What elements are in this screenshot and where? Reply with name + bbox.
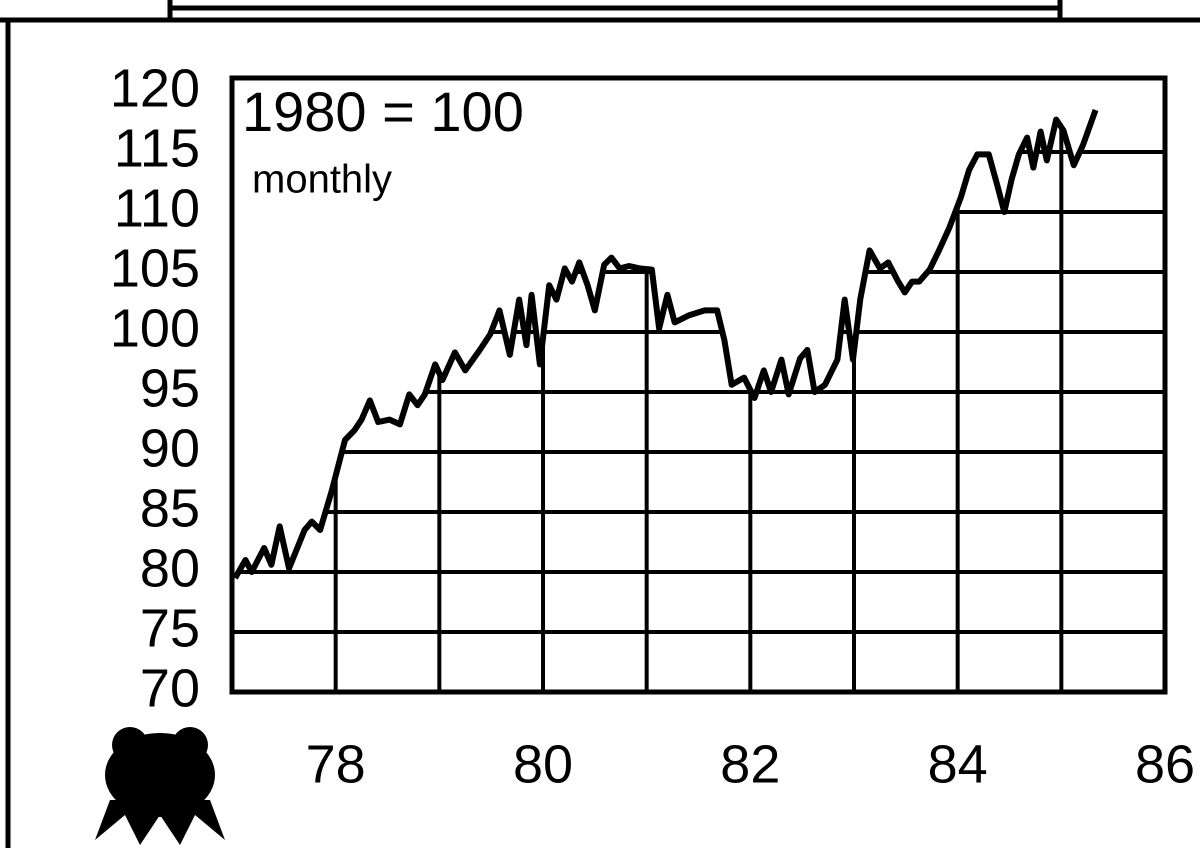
y-tick-label: 70 bbox=[140, 658, 200, 718]
x-tick-label: 78 bbox=[306, 734, 366, 794]
logo bbox=[95, 727, 225, 845]
y-tick-label: 75 bbox=[140, 598, 200, 658]
y-tick-label: 90 bbox=[140, 418, 200, 478]
y-tick-label: 80 bbox=[140, 538, 200, 598]
y-tick-label: 100 bbox=[110, 298, 200, 358]
x-tick-label: 80 bbox=[513, 734, 573, 794]
y-tick-label: 105 bbox=[110, 238, 200, 298]
annotation: 1980 = 100 bbox=[242, 80, 524, 143]
x-tick-label: 84 bbox=[928, 734, 988, 794]
x-tick-label: 86 bbox=[1135, 734, 1195, 794]
y-tick-label: 95 bbox=[140, 358, 200, 418]
y-tick-label: 115 bbox=[114, 118, 200, 178]
annotation: monthly bbox=[252, 158, 392, 202]
y-tick-label: 85 bbox=[140, 478, 200, 538]
x-tick-label: 82 bbox=[720, 734, 780, 794]
series-line bbox=[232, 108, 1099, 580]
y-tick-label: 110 bbox=[114, 178, 200, 238]
y-tick-label: 120 bbox=[110, 58, 200, 118]
